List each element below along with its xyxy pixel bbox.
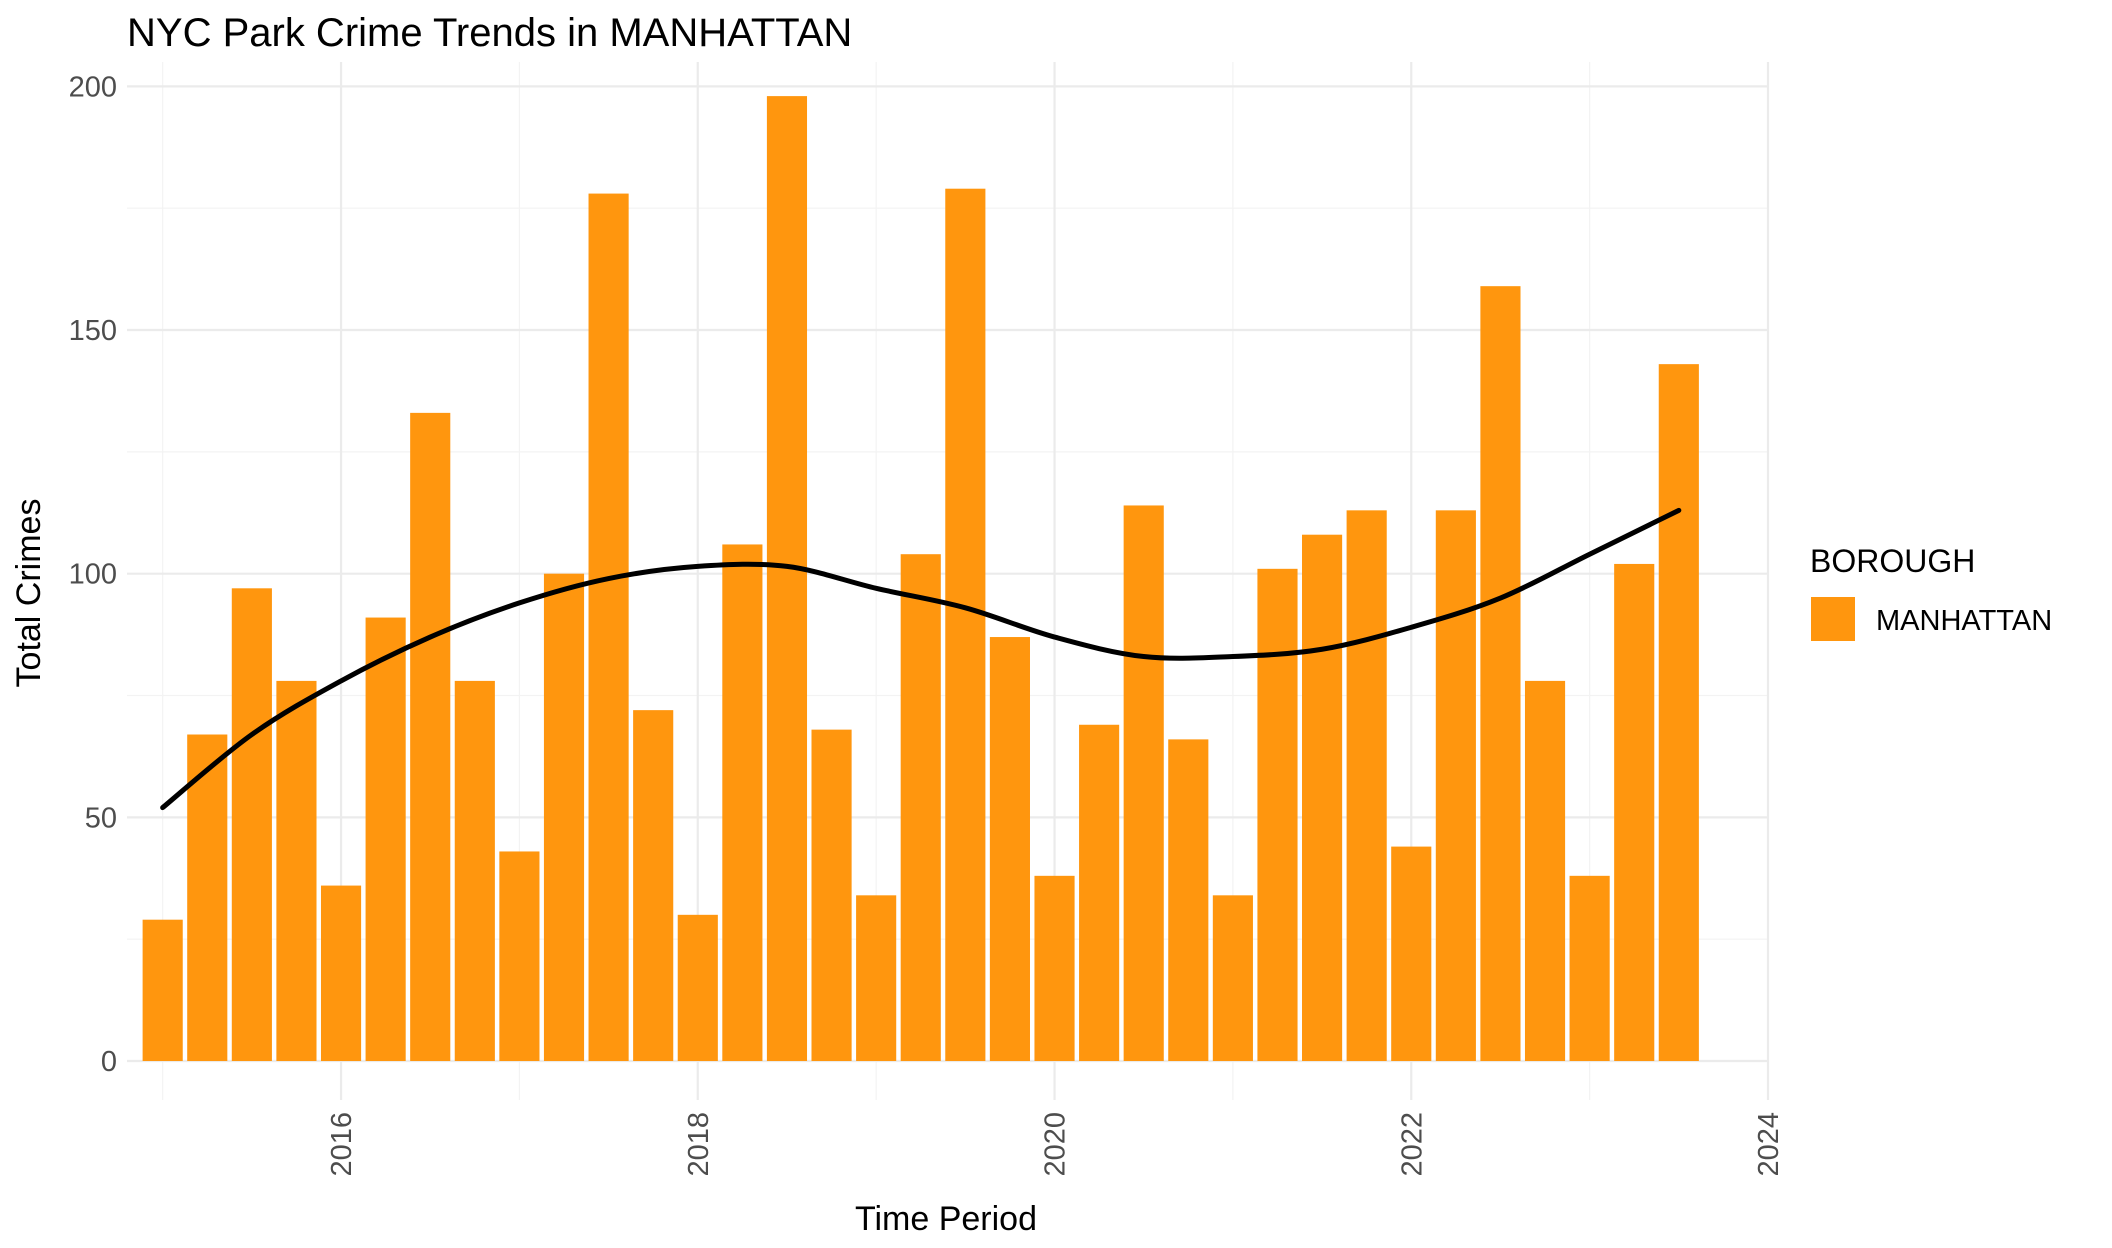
bar — [1391, 846, 1432, 1062]
y-tick-label: 150 — [69, 315, 117, 347]
x-tick-label: 2024 — [1753, 1112, 1785, 1177]
bar — [1346, 510, 1387, 1062]
y-tick-label: 200 — [69, 71, 117, 103]
bar — [1212, 895, 1253, 1062]
bar — [410, 412, 451, 1062]
bar — [588, 193, 629, 1062]
legend-label: MANHATTAN — [1876, 605, 2052, 637]
bar — [811, 729, 852, 1062]
bar — [1257, 568, 1298, 1062]
bar — [989, 637, 1030, 1062]
bar — [1168, 739, 1209, 1062]
bar — [454, 680, 495, 1062]
bar — [1480, 286, 1521, 1062]
legend: BOROUGH MANHATTAN — [1810, 543, 2052, 641]
y-tick-label: 50 — [85, 802, 117, 834]
y-tick-label: 0 — [101, 1046, 117, 1078]
bar — [499, 851, 540, 1062]
bar — [1302, 534, 1343, 1062]
bar — [1435, 510, 1476, 1062]
bar — [856, 895, 897, 1062]
bar — [766, 96, 808, 1062]
bar — [231, 588, 272, 1062]
bar — [900, 554, 941, 1062]
bar — [633, 710, 674, 1062]
bar — [945, 188, 986, 1062]
bar — [1123, 505, 1164, 1062]
legend-swatch — [1811, 597, 1855, 641]
bar — [543, 573, 585, 1062]
bar — [187, 734, 228, 1062]
trend-line — [160, 507, 1682, 811]
bar — [1614, 563, 1655, 1062]
y-tick-label: 100 — [69, 559, 117, 591]
y-tick-labels: 0 50 100 150 200 — [69, 71, 117, 1078]
y-axis-title: Total Crimes — [10, 499, 48, 688]
x-tick-labels: 2016 2018 2020 2022 2024 — [326, 1112, 1785, 1177]
x-tick-label: 2016 — [326, 1112, 358, 1177]
bar — [1569, 875, 1610, 1062]
x-tick-label: 2018 — [683, 1112, 715, 1177]
bars — [142, 96, 1699, 1062]
bar — [1524, 680, 1566, 1062]
x-axis-title: Time Period — [855, 1200, 1037, 1238]
x-tick-label: 2022 — [1396, 1112, 1428, 1177]
chart-title: NYC Park Crime Trends in MANHATTAN — [127, 11, 852, 55]
bar — [276, 680, 317, 1062]
legend-title: BOROUGH — [1810, 543, 1975, 579]
bar — [320, 885, 362, 1062]
bar — [1034, 875, 1075, 1062]
x-tick-label: 2020 — [1040, 1112, 1072, 1177]
bar — [142, 919, 183, 1062]
bar — [365, 617, 406, 1062]
bar — [1658, 364, 1699, 1062]
bar — [722, 544, 763, 1062]
bar — [1079, 724, 1120, 1062]
bar — [677, 914, 718, 1062]
